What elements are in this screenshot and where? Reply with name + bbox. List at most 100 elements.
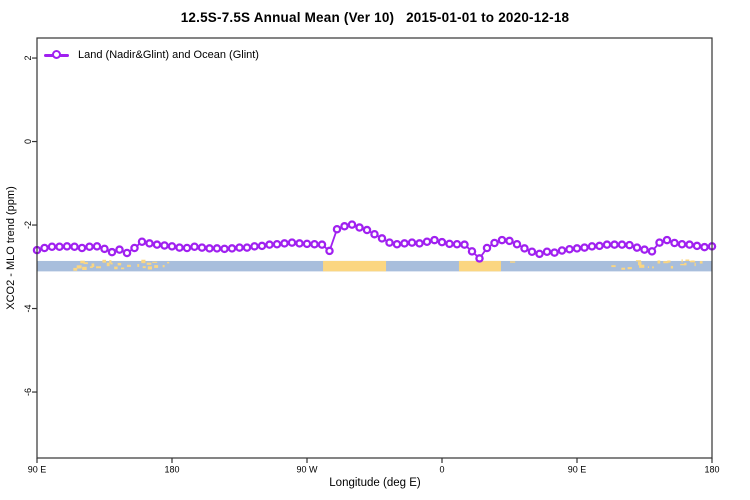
data-point-marker	[130, 243, 139, 253]
data-point-marker	[445, 239, 454, 249]
data-point-marker	[610, 240, 619, 249]
map-strip-island	[670, 265, 674, 269]
data-point-marker	[77, 243, 87, 253]
map-strip-island	[627, 267, 632, 270]
x-axis-title: Longitude (deg E)	[329, 477, 421, 489]
data-point-marker	[700, 242, 709, 252]
chart-title: 12.5S-7.5S Annual Mean (Ver 10) 2015-01-…	[180, 10, 570, 25]
data-point-marker	[100, 244, 109, 254]
data-point-marker	[677, 239, 687, 249]
data-point-marker	[685, 240, 694, 249]
map-strip-island	[691, 260, 695, 263]
data-point-marker	[47, 242, 57, 251]
map-strip-island	[611, 265, 616, 268]
data-point-marker	[347, 220, 357, 229]
y-tick-label: -2	[23, 221, 33, 229]
x-tick-label: 90 E	[568, 465, 587, 475]
data-point-marker	[242, 243, 252, 252]
map-strip-island	[114, 266, 118, 270]
data-point-marker	[257, 241, 267, 251]
data-point-marker	[212, 244, 222, 253]
map-strip-island	[142, 266, 146, 269]
data-point-marker	[602, 240, 612, 249]
data-point-marker	[482, 243, 492, 253]
data-point-marker	[70, 242, 79, 251]
data-point-marker	[647, 247, 657, 256]
data-point-marker	[535, 249, 544, 259]
data-point-marker	[160, 241, 169, 250]
map-strip-island	[667, 260, 671, 263]
map-strip-island	[126, 264, 131, 267]
data-point-marker	[40, 243, 49, 253]
legend-circle-icon	[52, 50, 61, 59]
map-strip-island	[76, 265, 82, 269]
map-strip-island	[89, 266, 93, 268]
y-tick-label: 0	[23, 139, 33, 144]
data-point-marker	[362, 225, 372, 235]
data-point-marker	[550, 248, 559, 257]
data-point-marker	[227, 244, 237, 253]
data-point-marker	[475, 254, 484, 263]
y-axis-title: XCO2 - MLO trend (ppm)	[5, 186, 17, 310]
map-strip-island	[110, 262, 113, 265]
data-point-marker	[437, 237, 447, 247]
map-strip-island	[652, 266, 654, 269]
data-point-marker	[115, 245, 124, 254]
map-strip-island	[152, 261, 158, 263]
legend-line-marker-icon	[44, 48, 69, 62]
data-point-marker	[385, 238, 394, 247]
map-strip-island	[680, 263, 685, 266]
map-strip-island	[162, 265, 165, 268]
data-point-marker	[452, 239, 462, 249]
data-point-marker	[595, 241, 604, 251]
data-point-marker	[92, 242, 102, 251]
legend: Land (Nadir&Glint) and Ocean (Glint)	[44, 48, 259, 62]
x-tick-label: 180	[164, 465, 179, 475]
map-strip-island	[120, 267, 125, 270]
data-point-marker	[572, 244, 582, 253]
x-tick-label: 90 W	[296, 465, 318, 475]
data-point-marker	[400, 239, 409, 248]
map-strip-island	[83, 262, 88, 265]
data-point-marker	[490, 238, 499, 248]
data-point-marker	[265, 240, 274, 249]
data-point-marker	[692, 241, 702, 251]
data-point-marker	[340, 222, 349, 231]
data-point-marker	[632, 243, 642, 252]
map-strip-island	[102, 259, 107, 263]
data-point-marker	[190, 242, 199, 251]
data-point-marker	[197, 243, 207, 252]
map-strip-island	[684, 262, 687, 266]
data-point-marker	[617, 240, 627, 249]
map-strip-island	[699, 261, 703, 264]
map-strip-island	[647, 266, 649, 269]
data-point-marker	[640, 245, 649, 254]
data-point-marker	[415, 239, 424, 248]
data-point-marker	[377, 234, 387, 243]
x-tick-label: 180	[704, 465, 719, 475]
map-strip-island	[137, 264, 140, 267]
data-point-marker	[430, 235, 439, 245]
data-point-marker	[580, 243, 589, 252]
map-strip-island	[635, 260, 642, 262]
data-point-marker	[175, 243, 184, 252]
map-strip-land	[323, 260, 387, 272]
map-strip-land	[458, 260, 501, 272]
map-strip-island	[82, 266, 87, 271]
map-strip-island	[117, 262, 122, 266]
data-point-marker	[512, 239, 522, 249]
data-point-marker	[662, 235, 672, 245]
map-strip-island	[146, 262, 152, 265]
y-tick-label: 2	[23, 56, 33, 61]
map-strip-island	[637, 261, 642, 266]
data-point-marker	[317, 240, 327, 249]
data-point-marker	[670, 238, 679, 248]
data-point-marker	[497, 235, 507, 245]
data-point-marker	[250, 242, 259, 251]
data-point-marker	[310, 239, 319, 249]
data-point-marker	[107, 247, 117, 257]
y-tick-label: -6	[23, 388, 33, 396]
data-point-marker	[55, 242, 64, 251]
data-point-marker	[565, 245, 574, 254]
